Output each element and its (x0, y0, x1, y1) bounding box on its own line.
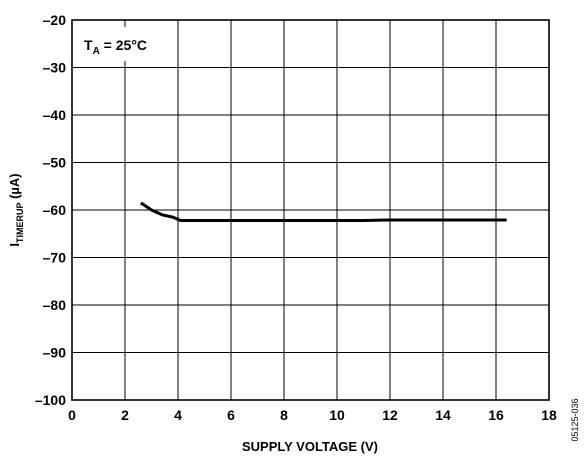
y-tick-label: –70 (43, 250, 67, 266)
y-tick-label: –50 (43, 155, 67, 171)
x-tick-label: 10 (329, 407, 345, 423)
x-tick-label: 4 (174, 407, 182, 423)
annotation: TA = 25°C (84, 37, 147, 57)
annotation-subscript: A (93, 46, 100, 57)
x-tick-label: 18 (541, 407, 557, 423)
y-axis-label-main: I (7, 243, 22, 247)
grid (71, 19, 550, 401)
x-tick-label: 14 (435, 407, 451, 423)
y-tick-label: –60 (43, 202, 67, 218)
y-tick-label: –40 (43, 107, 67, 123)
y-axis-label-unit: (µA) (7, 173, 22, 202)
x-tick-label: 8 (280, 407, 288, 423)
y-tick-labels: –20 –30 –40 –50 –60 –70 –80 –90 –100 (35, 12, 66, 408)
x-tick-labels: 0 2 4 6 8 10 12 14 16 18 (68, 407, 557, 423)
x-axis-label: SUPPLY VOLTAGE (V) (242, 439, 378, 454)
x-tick-label: 12 (382, 407, 398, 423)
x-tick-label: 2 (121, 407, 129, 423)
annotation-rest: = 25°C (100, 37, 147, 53)
series-group (140, 201, 507, 222)
x-tick-label: 0 (68, 407, 76, 423)
y-axis-label-subscript: TIMERUP (15, 203, 25, 244)
y-tick-label: –100 (35, 392, 66, 408)
annotation-main: T (84, 37, 93, 53)
x-tick-label: 16 (488, 407, 504, 423)
plot-frame (71, 19, 550, 401)
annotation-background (76, 27, 174, 61)
series-line (140, 201, 507, 222)
y-tick-label: –30 (43, 60, 67, 76)
figure-code: 05125-036 (570, 398, 580, 441)
y-tick-label: –20 (43, 12, 67, 28)
y-tick-label: –80 (43, 297, 67, 313)
x-tick-label: 6 (227, 407, 235, 423)
y-tick-label: –90 (43, 345, 67, 361)
y-axis-label: ITIMERUP (µA) (7, 173, 25, 246)
